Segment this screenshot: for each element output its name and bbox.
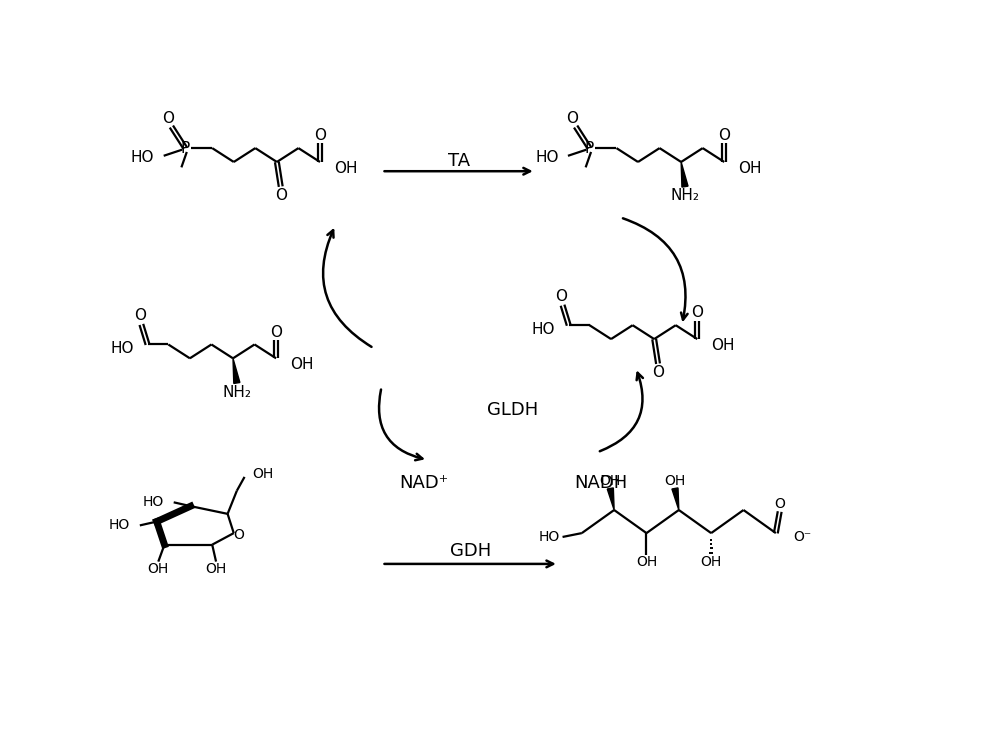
Text: O: O bbox=[652, 364, 664, 380]
Polygon shape bbox=[681, 162, 688, 187]
Text: O: O bbox=[567, 111, 579, 127]
Text: O: O bbox=[233, 529, 244, 542]
Text: O: O bbox=[314, 128, 326, 143]
Text: OH: OH bbox=[252, 467, 273, 481]
Text: HO: HO bbox=[142, 495, 164, 509]
Text: O: O bbox=[774, 497, 785, 511]
Text: NAD⁺: NAD⁺ bbox=[399, 474, 449, 492]
Polygon shape bbox=[607, 488, 614, 510]
Text: O: O bbox=[275, 187, 287, 203]
Text: OH: OH bbox=[664, 474, 686, 488]
Text: OH: OH bbox=[738, 160, 762, 175]
Text: NADH: NADH bbox=[574, 474, 628, 492]
Text: HO: HO bbox=[110, 341, 134, 356]
Text: OH: OH bbox=[290, 357, 313, 372]
Text: NH₂: NH₂ bbox=[222, 385, 251, 400]
Text: HO: HO bbox=[539, 530, 560, 544]
Text: HO: HO bbox=[531, 322, 555, 337]
Text: O: O bbox=[691, 306, 703, 320]
Text: OH: OH bbox=[148, 562, 169, 576]
Text: O: O bbox=[134, 309, 146, 324]
Polygon shape bbox=[672, 488, 679, 510]
Text: P: P bbox=[585, 141, 594, 156]
Polygon shape bbox=[233, 358, 240, 383]
Text: P: P bbox=[181, 141, 190, 156]
Text: TA: TA bbox=[448, 152, 470, 170]
Text: OH: OH bbox=[205, 562, 227, 576]
Text: OH: OH bbox=[711, 338, 735, 352]
Text: GLDH: GLDH bbox=[487, 401, 538, 419]
Text: GDH: GDH bbox=[450, 542, 491, 559]
Text: HO: HO bbox=[109, 518, 130, 532]
Text: O: O bbox=[162, 111, 174, 127]
Text: O⁻: O⁻ bbox=[793, 530, 811, 544]
Text: O: O bbox=[270, 325, 282, 340]
Text: HO: HO bbox=[535, 150, 559, 165]
Text: O: O bbox=[718, 128, 730, 143]
Text: OH: OH bbox=[600, 474, 621, 488]
Text: OH: OH bbox=[701, 556, 722, 569]
Text: NH₂: NH₂ bbox=[670, 188, 699, 203]
Text: OH: OH bbox=[334, 160, 357, 175]
Text: OH: OH bbox=[636, 556, 657, 569]
Text: HO: HO bbox=[131, 150, 154, 165]
Text: O: O bbox=[555, 289, 567, 304]
